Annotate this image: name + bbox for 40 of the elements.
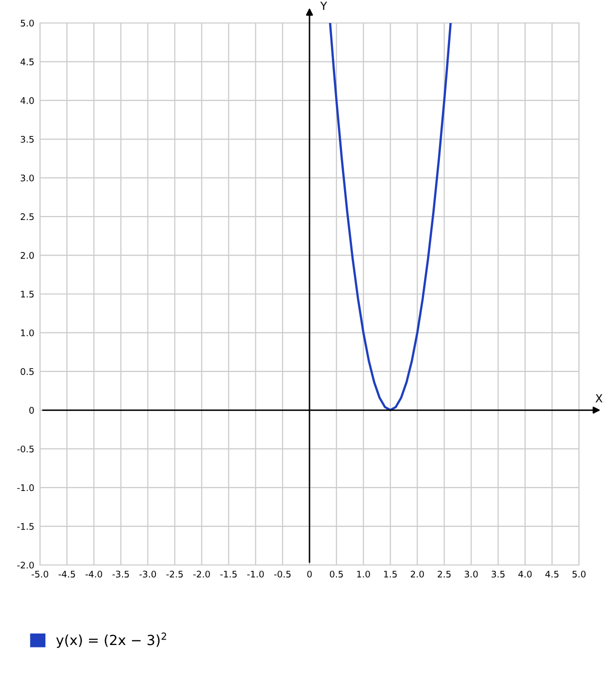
x-tick-label: -3.0 xyxy=(139,570,156,578)
x-tick-label: 2.5 xyxy=(438,570,451,578)
y-tick-label: -1.5 xyxy=(17,523,34,530)
y-tick-label: 1.0 xyxy=(21,329,34,336)
y-tick-label: 3.5 xyxy=(20,136,34,143)
line-series xyxy=(328,23,452,412)
y-axis-title: Y xyxy=(320,2,328,10)
x-tick-label: -5.0 xyxy=(32,570,48,578)
legend-label: y(x) = (2x − 3)$^{2}$ xyxy=(56,632,166,648)
x-axis-title: X xyxy=(596,394,602,402)
y-tick-label: -2.0 xyxy=(17,562,34,569)
x-tick-label: -2.0 xyxy=(193,570,210,578)
x-tick-label: -4.0 xyxy=(86,570,102,578)
y-tick-label: -0.5 xyxy=(17,446,34,452)
y-tick-label: 4.5 xyxy=(20,58,34,66)
x-tick-label: -1.5 xyxy=(220,570,237,578)
x-tick-label: -3.5 xyxy=(112,570,129,578)
x-tick-label: 0 xyxy=(307,570,312,578)
y-tick-label: -1.0 xyxy=(17,484,34,492)
x-tick-label: 4.0 xyxy=(518,570,532,578)
x-tick-label: -2.5 xyxy=(166,570,183,578)
x-tick-label: -1.0 xyxy=(247,570,264,578)
y-tick-label: 5.0 xyxy=(20,20,34,27)
x-tick-label: 5.0 xyxy=(572,570,586,578)
x-tick-label: 2.0 xyxy=(410,570,424,578)
y-tick-label: 2.5 xyxy=(20,213,34,220)
x-tick-label: -0.5 xyxy=(274,570,291,578)
x-tick-label: 1.0 xyxy=(357,570,370,578)
x-tick-label: 3.0 xyxy=(464,570,478,578)
x-tick-label: 4.5 xyxy=(545,570,558,578)
y-tick-label: 1.5 xyxy=(21,290,34,298)
y-tick-label: 4.0 xyxy=(20,97,34,104)
x-tick-label: 0.5 xyxy=(330,570,343,578)
y-tick-label: 0.5 xyxy=(20,368,34,375)
x-tick-label: 1.5 xyxy=(384,570,397,578)
y-tick-label: 3.0 xyxy=(20,174,34,182)
y-tick-label: 0 xyxy=(29,406,34,414)
x-tick-label: -4.5 xyxy=(58,570,75,578)
x-tick-label: 3.5 xyxy=(492,570,505,578)
y-tick-label: 2.0 xyxy=(20,252,34,259)
